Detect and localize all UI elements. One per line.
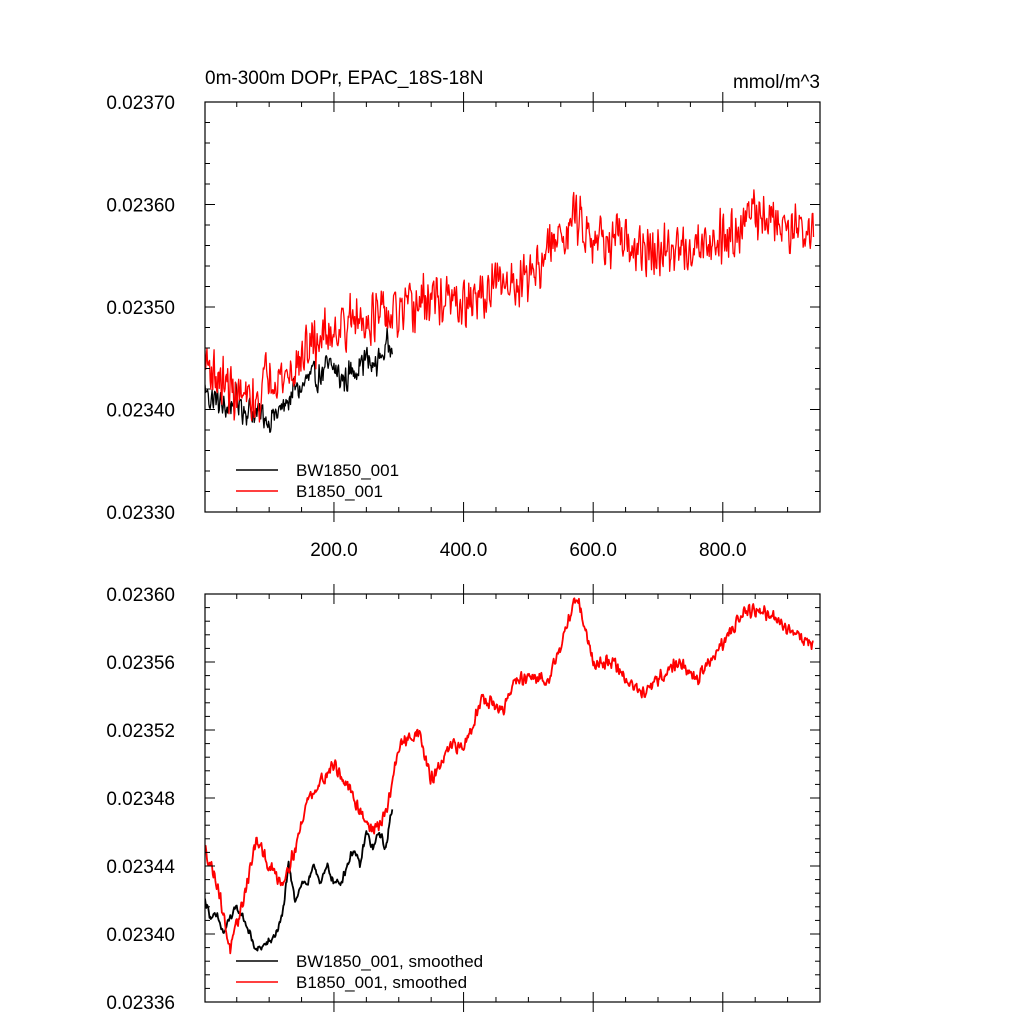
legend-label: BW1850_001, smoothed [296,952,483,971]
legend-label: B1850_001, smoothed [296,973,467,992]
x-tick-label: 600.0 [569,540,617,561]
y-tick-label: 0.02360 [106,196,175,217]
legend: BW1850_001 B1850_001 [236,461,399,501]
y-tick-label: 0.02340 [106,401,175,422]
y-tick-label: 0.02348 [106,789,175,810]
y-tick-label: 0.02330 [106,503,175,524]
legend-label: B1850_001 [296,482,383,501]
raw-series-panel: 200.0 400.0 600.0 800.0 0.02330 0.02340 0.0235… [106,92,821,561]
plot-frame [204,593,821,1003]
legend: BW1850_001, smoothed B1850_001, smoothed [236,952,483,992]
series-line-bw1850-001-smoothed [205,809,394,952]
y-tick-label: 0.02352 [106,721,175,742]
x-tick-label: 200.0 [310,540,358,561]
plot-frame [204,101,821,513]
y-tick-label: 0.02356 [106,653,175,674]
series-line-b1850-001 [205,189,815,423]
y-tick-label: 0.02350 [106,298,175,319]
y-tick-label: 0.02340 [106,925,175,946]
y-tick-label: 0.02344 [106,857,175,878]
x-tick-label: 400.0 [440,540,488,561]
series-line-b1850-001-smoothed [205,597,814,955]
chart-title: 0m-300m DOPr, EPAC_18S-18N [205,68,483,89]
legend-label: BW1850_001 [296,461,399,480]
units-label: mmol/m^3 [733,72,820,93]
y-tick-label: 0.02336 [106,993,175,1014]
x-tick-label: 800.0 [699,540,747,561]
smoothed-series-panel: 0.02336 0.02340 0.02344 0.02348 0.02352 0.023… [106,584,821,1014]
y-tick-label: 0.02360 [106,585,175,606]
y-tick-label: 0.02370 [106,93,175,114]
